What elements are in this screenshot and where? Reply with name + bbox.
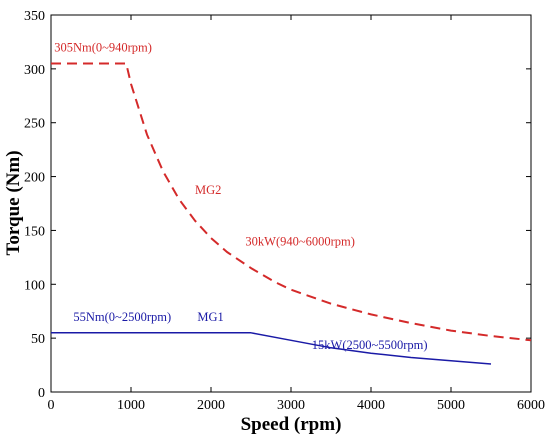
y-tick-label: 100 xyxy=(24,278,45,293)
series-line-mg1 xyxy=(51,332,492,365)
chart-annotation: MG2 xyxy=(195,183,221,197)
annotation-layer: 305Nm(0~940rpm) MG2 30kW(940~6000rpm) 55Nm(… xyxy=(54,41,427,352)
x-tick-label: 4000 xyxy=(357,398,385,413)
y-tick-label: 250 xyxy=(24,117,45,132)
x-tick-label: 0 xyxy=(48,398,55,413)
x-tick-label: 3000 xyxy=(277,398,305,413)
chart-annotation: MG1 xyxy=(197,310,223,324)
chart-annotation: 55Nm(0~2500rpm) xyxy=(73,310,171,324)
y-tick-label: 0 xyxy=(38,386,45,401)
y-axis-title: Torque (Nm) xyxy=(3,150,24,255)
x-tick-label: 5000 xyxy=(437,398,465,413)
plot-area xyxy=(50,14,532,393)
series-layer xyxy=(51,62,532,365)
chart-annotation: 305Nm(0~940rpm) xyxy=(54,41,152,55)
y-tick-label: 350 xyxy=(24,9,45,24)
y-tick-label: 300 xyxy=(24,63,45,78)
series-line-mg2 xyxy=(51,62,532,342)
chart-annotation: 30kW(940~6000rpm) xyxy=(245,235,355,249)
x-axis-title: Speed (rpm) xyxy=(241,414,342,435)
x-tick-label: 6000 xyxy=(517,398,545,413)
chart-annotation: 15kW(2500~5500rpm) xyxy=(312,338,428,352)
y-tick-label: 200 xyxy=(24,171,45,186)
axis-ticks: 0 1000 2000 3000 4000 5000 6000 0 50 100 150 200 250… xyxy=(24,9,545,413)
y-tick-label: 150 xyxy=(24,224,45,239)
y-tick-label: 50 xyxy=(31,332,45,347)
x-tick-label: 1000 xyxy=(117,398,145,413)
x-tick-label: 2000 xyxy=(197,398,225,413)
